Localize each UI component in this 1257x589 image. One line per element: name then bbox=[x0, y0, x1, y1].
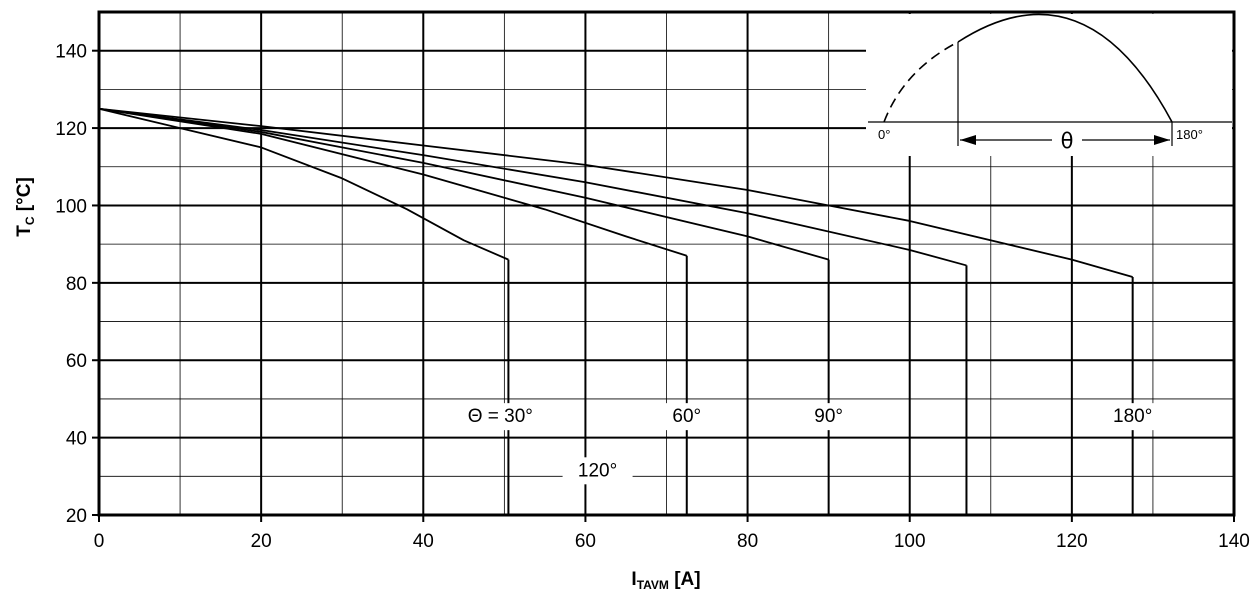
grid-major bbox=[99, 12, 1234, 515]
curve-labels: Θ = 30° 60° 90° 120° 180° bbox=[444, 403, 1169, 485]
inset-solid-arc bbox=[957, 13, 1173, 123]
x-tick-label: 80 bbox=[737, 531, 758, 552]
x-axis-title-unit: [A] bbox=[669, 569, 701, 589]
x-axis-title: ITAVM [A] bbox=[631, 569, 700, 589]
inset-background bbox=[866, 14, 1232, 156]
axis-ticks bbox=[92, 49, 1235, 522]
curve-label-0: Θ = 30° bbox=[468, 406, 533, 427]
inset-arrow-left bbox=[960, 135, 976, 145]
y-tick-label: 80 bbox=[66, 274, 87, 295]
inset-arrow-right bbox=[1154, 135, 1170, 145]
curve-label-3: 120° bbox=[578, 460, 617, 481]
curve-label-4: 180° bbox=[1113, 406, 1152, 427]
x-tick-label: 40 bbox=[413, 531, 434, 552]
y-tick-label: 20 bbox=[66, 506, 87, 527]
y-tick-label: 120 bbox=[55, 119, 87, 140]
curve-label-bg-3 bbox=[562, 457, 633, 485]
curve-label-bg-4 bbox=[1096, 403, 1169, 431]
y-axis-title: TC [°C] bbox=[14, 177, 37, 237]
x-axis-title-main: I bbox=[631, 569, 636, 589]
y-axis-title-main: T bbox=[14, 225, 35, 237]
y-axis-title-sub: C bbox=[23, 216, 37, 225]
curve-label-bg-0 bbox=[444, 403, 557, 431]
y-tick-label: 40 bbox=[66, 429, 87, 450]
y-tick-label: 60 bbox=[66, 351, 87, 372]
x-tick-labels: 0 20 40 60 80 100 120 140 bbox=[94, 531, 1250, 552]
y-tick-labels: 20 40 60 80 100 120 140 bbox=[55, 42, 87, 527]
x-tick-label: 100 bbox=[894, 531, 926, 552]
curve-line-2 bbox=[98, 107, 829, 261]
curve-line-0 bbox=[98, 107, 509, 261]
plot-frame bbox=[97, 10, 1236, 517]
y-axis-title-unit: [°C] bbox=[14, 177, 35, 216]
curves bbox=[98, 107, 1134, 515]
inset-dashed-arc bbox=[883, 41, 959, 123]
x-tick-label: 120 bbox=[1056, 531, 1088, 552]
curve-line-4 bbox=[98, 107, 1133, 278]
x-tick-label: 0 bbox=[94, 531, 105, 552]
x-tick-label: 20 bbox=[251, 531, 272, 552]
curve-line-3 bbox=[98, 107, 967, 267]
x-tick-label: 140 bbox=[1218, 531, 1250, 552]
inset-label-start: 0° bbox=[878, 127, 890, 142]
y-tick-label: 100 bbox=[55, 196, 87, 217]
y-tick-label: 140 bbox=[55, 42, 87, 63]
x-tick-label: 60 bbox=[575, 531, 596, 552]
inset-label-end: 180° bbox=[1176, 127, 1203, 142]
curve-line-1 bbox=[98, 107, 688, 257]
curve-label-2: 90° bbox=[814, 406, 843, 427]
curve-label-bg-1 bbox=[654, 403, 719, 431]
curve-label-1: 60° bbox=[672, 406, 701, 427]
x-axis-title-sub: TAVM bbox=[637, 578, 669, 589]
inset-waveform: 0° 180° θ bbox=[866, 13, 1232, 156]
inset-label-theta: θ bbox=[1061, 129, 1074, 153]
curve-label-bg-2 bbox=[796, 403, 861, 431]
